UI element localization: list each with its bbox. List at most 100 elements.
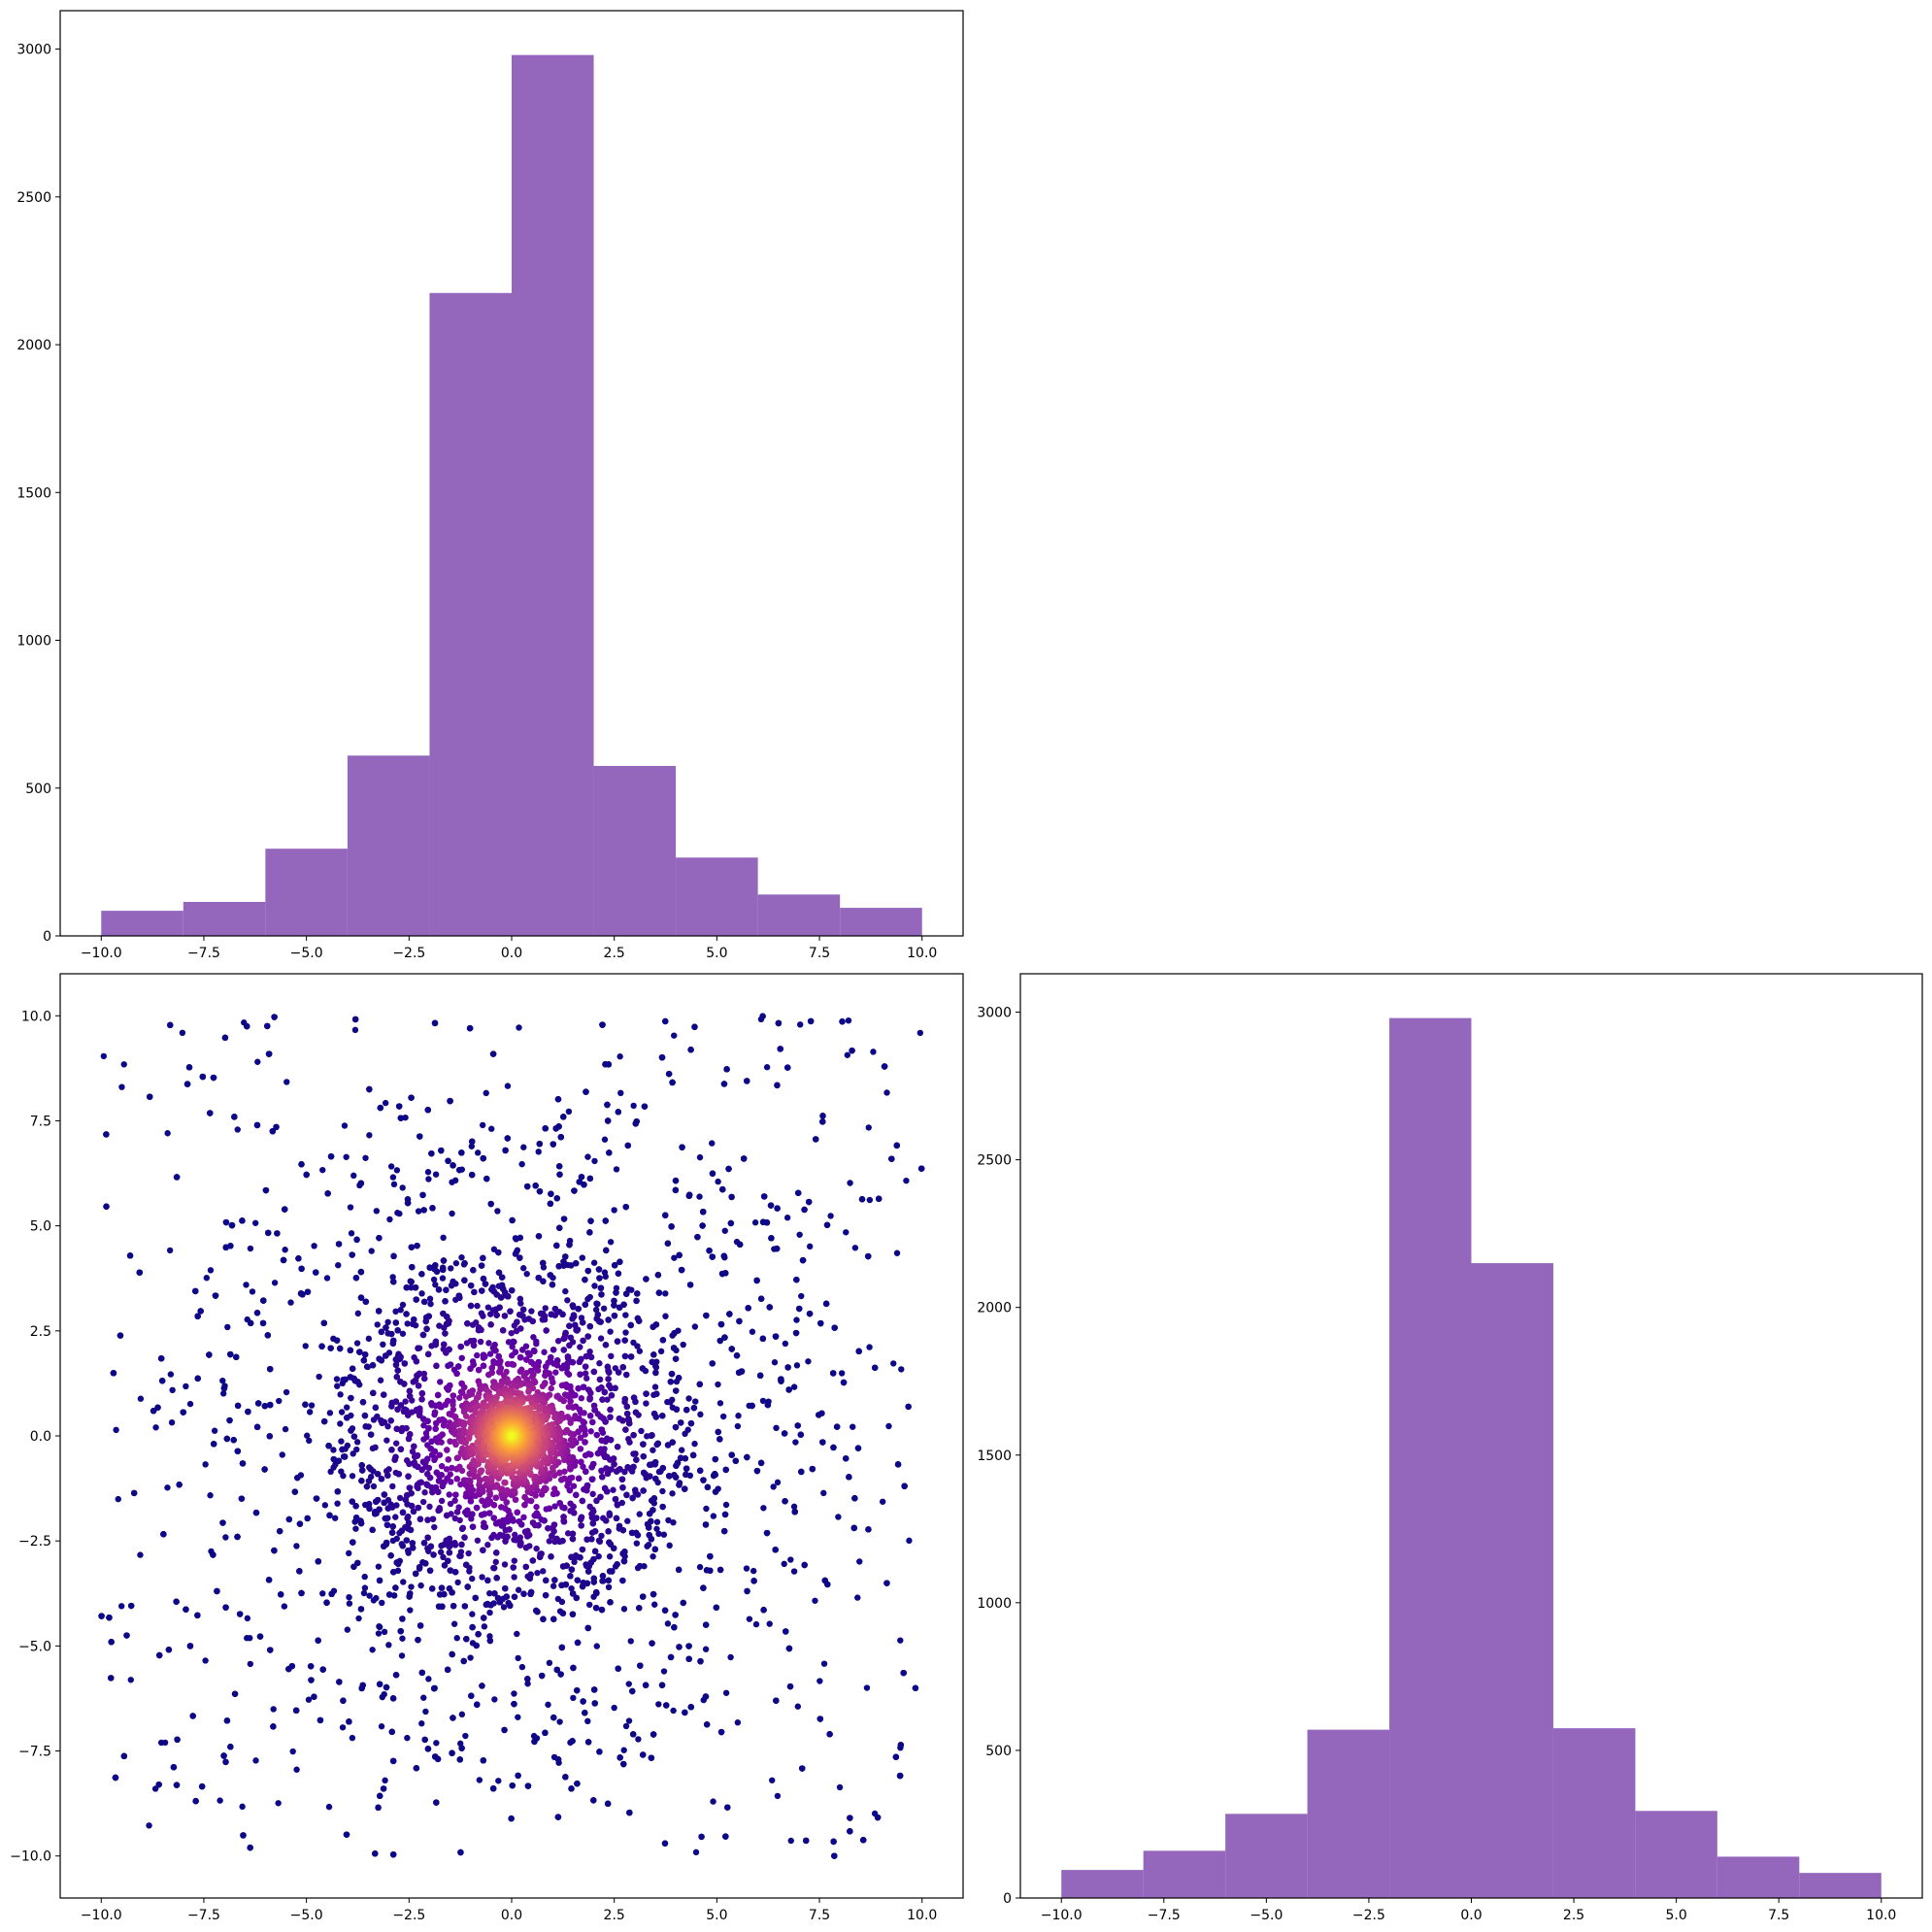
scatter-point	[679, 1144, 685, 1150]
scatter-point	[605, 1376, 612, 1382]
scatter-point	[372, 1850, 379, 1857]
scatter-point	[450, 1620, 458, 1627]
scatter-point	[632, 1486, 639, 1493]
scatter-point	[751, 1219, 759, 1226]
scatter-point	[627, 1353, 635, 1360]
scatter-point	[632, 1409, 640, 1416]
scatter-point	[450, 1602, 457, 1610]
scatter-point	[821, 1577, 828, 1584]
scatter-point	[446, 1585, 453, 1592]
scatter-point	[458, 1541, 465, 1549]
scatter-point	[543, 1577, 550, 1584]
scatter-point	[550, 1141, 557, 1148]
scatter-point	[399, 1509, 407, 1516]
scatter-point	[429, 1585, 436, 1592]
scatter-point	[601, 1484, 609, 1492]
scatter-point	[644, 1433, 650, 1440]
scatter-point	[636, 1605, 643, 1612]
scatter-point	[675, 1566, 683, 1574]
scatter-point	[271, 1280, 279, 1286]
scatter-point	[420, 1207, 427, 1214]
scatter-point	[440, 1257, 448, 1264]
scatter-point	[743, 1565, 750, 1572]
scatter-point	[486, 1609, 493, 1616]
scatter-point	[543, 1327, 550, 1334]
scatter-point	[469, 1640, 477, 1647]
scatter-point	[458, 1354, 465, 1362]
scatter-point	[338, 1438, 345, 1445]
scatter-point	[151, 1785, 159, 1792]
scatter-point	[517, 1300, 524, 1307]
scatter-point	[866, 1344, 873, 1350]
scatter-point	[725, 1165, 732, 1173]
scatter-point	[378, 1328, 385, 1336]
scatter-point	[721, 1227, 728, 1234]
scatter-point	[468, 1692, 475, 1699]
scatter-point	[706, 1247, 713, 1254]
scatter-point	[726, 1311, 733, 1317]
scatter-point	[521, 1316, 528, 1323]
scatter-point	[137, 1551, 144, 1558]
scatter-point	[346, 1549, 352, 1557]
scatter-point	[590, 1575, 597, 1582]
scatter-point	[239, 1217, 246, 1224]
scatter-point	[650, 1323, 656, 1330]
scatter-point	[826, 1731, 833, 1738]
scatter-point	[643, 1400, 650, 1407]
scatter-point	[535, 1149, 542, 1155]
scatter-point	[256, 1633, 264, 1640]
scatter-point	[408, 1283, 415, 1291]
scatter-point	[527, 1571, 534, 1578]
scatter-point	[538, 1550, 545, 1557]
scatter-point	[616, 1416, 623, 1422]
scatter-point	[625, 1717, 633, 1724]
scatter-point	[650, 1447, 656, 1453]
scatter-point	[276, 1397, 283, 1405]
scatter-point	[512, 1531, 518, 1539]
scatter-point	[516, 1024, 522, 1031]
scatter-point	[584, 1295, 591, 1303]
scatter-point	[606, 1553, 614, 1560]
scatter-point	[253, 1310, 261, 1316]
scatter-point	[719, 1413, 727, 1420]
scatter-point	[389, 1174, 397, 1181]
scatter-point	[519, 1347, 526, 1353]
scatter-point	[269, 1127, 277, 1135]
scatter-point	[831, 1852, 838, 1859]
scatter-point	[304, 1432, 311, 1439]
scatter-point	[593, 1497, 600, 1505]
scatter-point	[767, 1202, 775, 1209]
scatter-point	[446, 1549, 453, 1556]
scatter-point	[554, 1814, 562, 1820]
scatter-point	[207, 1110, 214, 1116]
scatter-point	[703, 1312, 710, 1319]
scatter-point	[416, 1564, 423, 1571]
scatter-point	[383, 1437, 390, 1444]
scatter-point	[388, 1529, 396, 1536]
scatter-point	[481, 1615, 487, 1621]
scatter-point	[661, 1607, 669, 1614]
scatter-point	[384, 1423, 391, 1430]
scatter-point	[103, 1203, 110, 1210]
scatter-point	[212, 1292, 219, 1299]
scatter-point	[595, 1385, 602, 1393]
scatter-point	[452, 1259, 460, 1267]
scatter-point	[806, 1243, 814, 1250]
scatter-point	[464, 1583, 471, 1590]
scatter-point	[820, 1660, 828, 1667]
scatter-point	[360, 1357, 368, 1364]
scatter-point	[474, 1351, 481, 1359]
scatter-point	[757, 1295, 765, 1302]
scatter-point	[900, 1669, 907, 1677]
scatter-point	[809, 1465, 816, 1473]
scatter-point	[576, 1179, 583, 1185]
scatter-point	[647, 1461, 653, 1468]
scatter-point	[602, 1342, 610, 1349]
scatter-point	[552, 1125, 559, 1132]
scatter-point	[343, 1404, 350, 1411]
scatter-point	[650, 1391, 657, 1399]
scatter-point	[604, 1800, 612, 1808]
scatter-point	[906, 1537, 913, 1545]
scatter-point	[108, 1639, 115, 1646]
scatter-point	[349, 1365, 356, 1372]
